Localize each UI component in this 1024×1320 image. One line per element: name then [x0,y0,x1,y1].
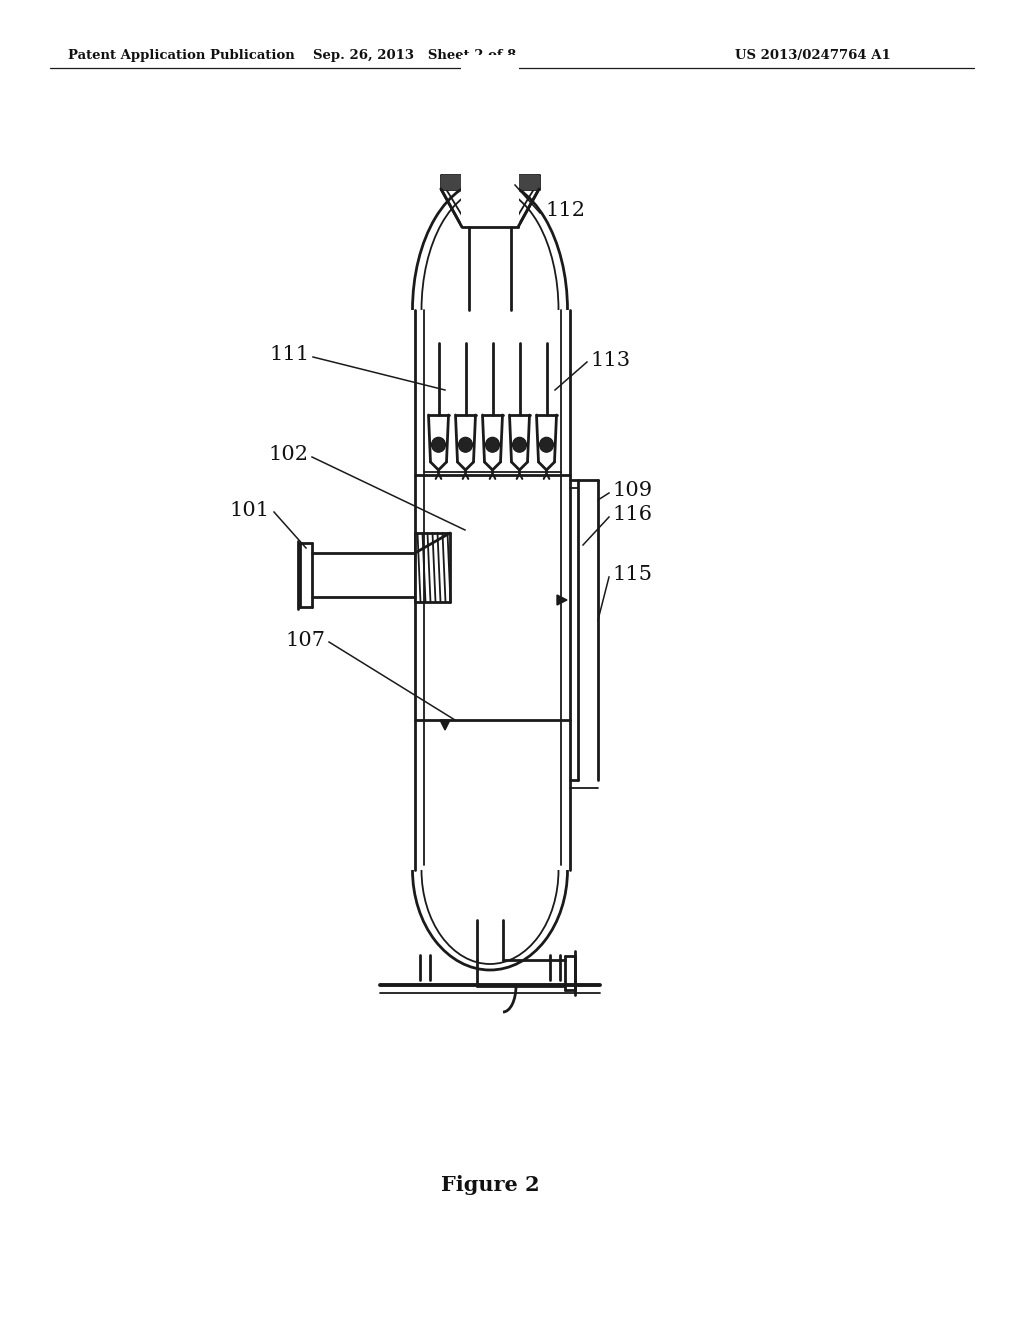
Polygon shape [557,595,567,605]
Text: Sep. 26, 2013   Sheet 2 of 8: Sep. 26, 2013 Sheet 2 of 8 [313,49,517,62]
Text: 107: 107 [285,631,325,649]
Bar [461,55,519,319]
Text: 112: 112 [545,201,585,219]
Ellipse shape [540,437,554,453]
Ellipse shape [459,437,472,453]
Text: 113: 113 [590,351,630,370]
Ellipse shape [485,437,500,453]
Text: 115: 115 [612,565,652,585]
Polygon shape [441,176,539,189]
Text: 109: 109 [612,480,652,499]
Text: US 2013/0247764 A1: US 2013/0247764 A1 [735,49,891,62]
Text: Figure 2: Figure 2 [440,1175,540,1195]
Text: 101: 101 [229,500,270,520]
Ellipse shape [431,437,445,453]
Polygon shape [440,719,450,730]
Text: 102: 102 [268,446,308,465]
Text: 116: 116 [612,506,652,524]
Ellipse shape [512,437,526,453]
Text: 111: 111 [270,346,310,364]
Text: Patent Application Publication: Patent Application Publication [68,49,295,62]
